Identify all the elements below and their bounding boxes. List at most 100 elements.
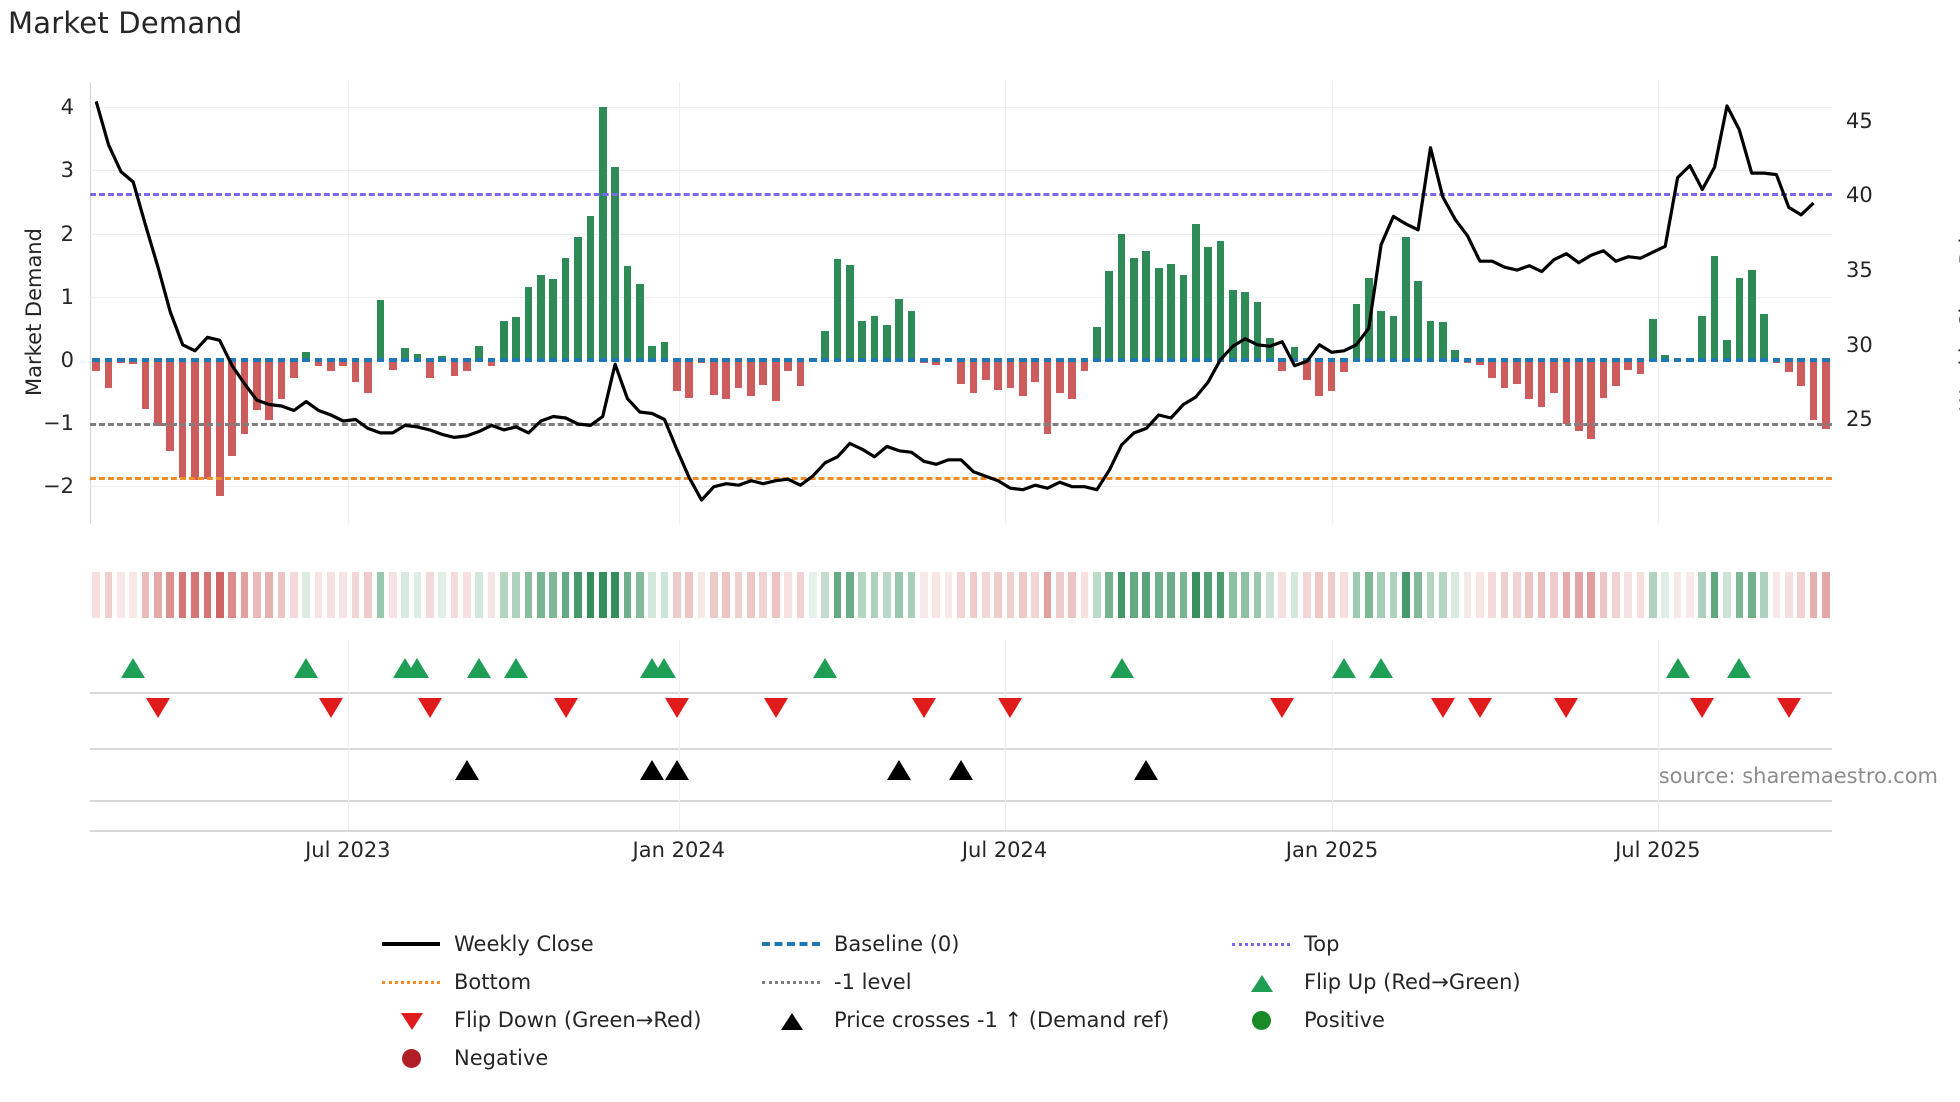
heatmap-cell xyxy=(586,572,595,618)
legend-item[interactable]: Price crosses -1 ↑ (Demand ref) xyxy=(760,1008,1230,1032)
demand-bar xyxy=(1080,359,1089,372)
flip-down-marker xyxy=(763,698,788,718)
demand-bar xyxy=(845,265,854,360)
heatmap-cell xyxy=(1649,572,1657,618)
heatmap-cell xyxy=(1105,572,1114,618)
heatmap-cell xyxy=(1797,572,1805,618)
heatmap-cell xyxy=(1451,572,1459,618)
demand-bar xyxy=(240,359,249,435)
heatmap-cell xyxy=(1550,572,1558,618)
demand-bar xyxy=(598,107,607,360)
heatmap-cell xyxy=(228,572,236,618)
demand-bar xyxy=(1105,271,1114,360)
heatmap-cell xyxy=(821,572,829,618)
heatmap-cell xyxy=(1253,572,1262,618)
flip-down-marker xyxy=(1776,698,1801,718)
y-tick-right: 45 xyxy=(1846,108,1873,133)
demand-bar xyxy=(1056,359,1064,393)
legend-item[interactable]: -1 level xyxy=(760,970,1230,994)
minus-one-level-line xyxy=(90,422,1832,426)
source-attribution: source: sharemaestro.com xyxy=(1658,764,1938,788)
demand-bar xyxy=(327,359,335,372)
demand-bar xyxy=(981,359,990,381)
x-tick: Jul 2023 xyxy=(305,838,391,862)
baseline-tick xyxy=(697,357,706,362)
demand-bar xyxy=(1599,359,1608,398)
baseline-tick xyxy=(388,357,397,362)
baseline-tick xyxy=(598,357,607,362)
demand-bar xyxy=(1241,291,1249,360)
baseline-tick xyxy=(907,357,916,362)
legend-item[interactable]: Flip Down (Green→Red) xyxy=(380,1008,760,1032)
demand-bar xyxy=(154,359,162,427)
demand-bar xyxy=(1624,359,1632,370)
gridline-horizontal xyxy=(90,486,1832,488)
heatmap-cell xyxy=(1710,572,1719,618)
baseline-tick xyxy=(660,357,669,362)
legend-item[interactable]: Top xyxy=(1230,932,1630,956)
baseline-tick xyxy=(784,357,792,362)
demand-bar xyxy=(1093,326,1101,360)
price-polyline xyxy=(94,100,1815,502)
baseline-tick xyxy=(1006,357,1015,362)
baseline-tick xyxy=(1130,357,1138,362)
baseline-tick xyxy=(734,357,743,362)
flip-up-marker xyxy=(405,658,430,678)
demand-bar xyxy=(1167,263,1175,360)
heatmap-cell xyxy=(845,572,854,618)
gridline-vertical xyxy=(1004,82,1006,524)
baseline-tick xyxy=(1673,357,1682,362)
heatmap-cell xyxy=(314,572,323,618)
demand-bar xyxy=(994,359,1002,391)
demand-bar xyxy=(290,359,298,378)
baseline-tick xyxy=(265,357,273,362)
heatmap-cell xyxy=(635,572,644,618)
heatmap-cell xyxy=(462,572,471,618)
demand-bar xyxy=(883,325,891,360)
demand-bar xyxy=(1587,359,1595,439)
heatmap-cell xyxy=(388,572,397,618)
baseline-tick xyxy=(1710,357,1719,362)
legend-item[interactable]: Positive xyxy=(1230,1008,1630,1032)
demand-bar xyxy=(500,320,508,360)
heatmap-cell xyxy=(920,572,928,618)
marker-gridline-vertical xyxy=(678,640,680,830)
price-cross-marker xyxy=(1134,760,1159,780)
heatmap-cell xyxy=(895,572,904,618)
chart-legend: Weekly Close Baseline (0) Top Bottom -1 leve… xyxy=(380,925,1640,1077)
baseline-tick xyxy=(487,357,496,362)
baseline-tick xyxy=(1117,357,1126,362)
baseline-tick xyxy=(104,357,113,362)
heatmap-cell xyxy=(438,572,446,618)
heatmap-cell xyxy=(1537,572,1546,618)
demand-bar xyxy=(1426,320,1435,360)
heatmap-cell xyxy=(1142,572,1151,618)
gridline-horizontal xyxy=(90,233,1832,235)
heatmap-cell xyxy=(1760,572,1768,618)
baseline-tick xyxy=(1340,357,1348,362)
demand-bar xyxy=(524,287,533,360)
baseline-tick xyxy=(1686,357,1694,362)
heatmap-cell xyxy=(92,572,100,618)
demand-bar xyxy=(1130,257,1138,360)
baseline-tick xyxy=(475,357,483,362)
flip-down-marker xyxy=(145,698,170,718)
baseline-tick xyxy=(821,357,829,362)
legend-item[interactable]: Weekly Close xyxy=(380,932,760,956)
demand-bar xyxy=(1735,277,1744,360)
heatmap-cell xyxy=(1290,572,1299,618)
line-dash-blue-icon xyxy=(760,933,822,955)
legend-item[interactable]: Flip Up (Red→Green) xyxy=(1230,970,1630,994)
baseline-tick xyxy=(1327,357,1336,362)
heatmap-cell xyxy=(759,572,768,618)
baseline-tick xyxy=(537,357,545,362)
heatmap-cell xyxy=(808,572,817,618)
legend-item[interactable]: Baseline (0) xyxy=(760,932,1230,956)
demand-bar xyxy=(425,359,434,378)
legend-item[interactable]: Bottom xyxy=(380,970,760,994)
legend-item[interactable]: Negative xyxy=(380,1046,760,1070)
baseline-tick xyxy=(574,357,582,362)
bottom-level-line xyxy=(90,476,1832,480)
marker-row-separator xyxy=(90,692,1832,694)
flip-up-marker xyxy=(1109,658,1134,678)
